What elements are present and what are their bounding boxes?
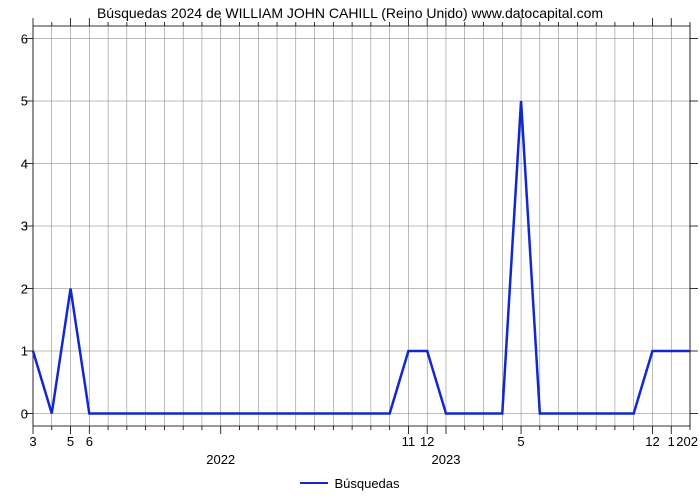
x-year-label: 2022 [206, 452, 235, 467]
y-tick-label: 1 [3, 344, 28, 359]
y-tick-label: 0 [3, 406, 28, 421]
y-tick-label: 4 [3, 156, 28, 171]
legend: Búsquedas [0, 472, 700, 491]
x-tick-label: 5 [517, 434, 524, 449]
x-tick-label: 11 [402, 434, 416, 449]
x-tick-label: 3 [29, 434, 36, 449]
x-year-label: 2023 [432, 452, 461, 467]
x-tick-label: 12 [645, 434, 659, 449]
y-tick-label: 6 [3, 31, 28, 46]
x-tick-label-clipped: 202 [676, 434, 698, 449]
plot-area [33, 26, 690, 426]
y-tick-label: 5 [3, 94, 28, 109]
chart-title: Búsquedas 2024 de WILLIAM JOHN CAHILL (R… [0, 5, 700, 21]
x-tick-label: 1 [668, 434, 675, 449]
x-tick-label: 6 [86, 434, 93, 449]
chart-container: Búsquedas 2024 de WILLIAM JOHN CAHILL (R… [0, 0, 700, 500]
x-tick-label: 12 [420, 434, 434, 449]
legend-item: Búsquedas [300, 476, 399, 491]
legend-line-swatch [300, 482, 328, 484]
y-tick-label: 3 [3, 219, 28, 234]
y-tick-label: 2 [3, 281, 28, 296]
legend-label: Búsquedas [334, 476, 399, 491]
x-tick-label: 5 [67, 434, 74, 449]
